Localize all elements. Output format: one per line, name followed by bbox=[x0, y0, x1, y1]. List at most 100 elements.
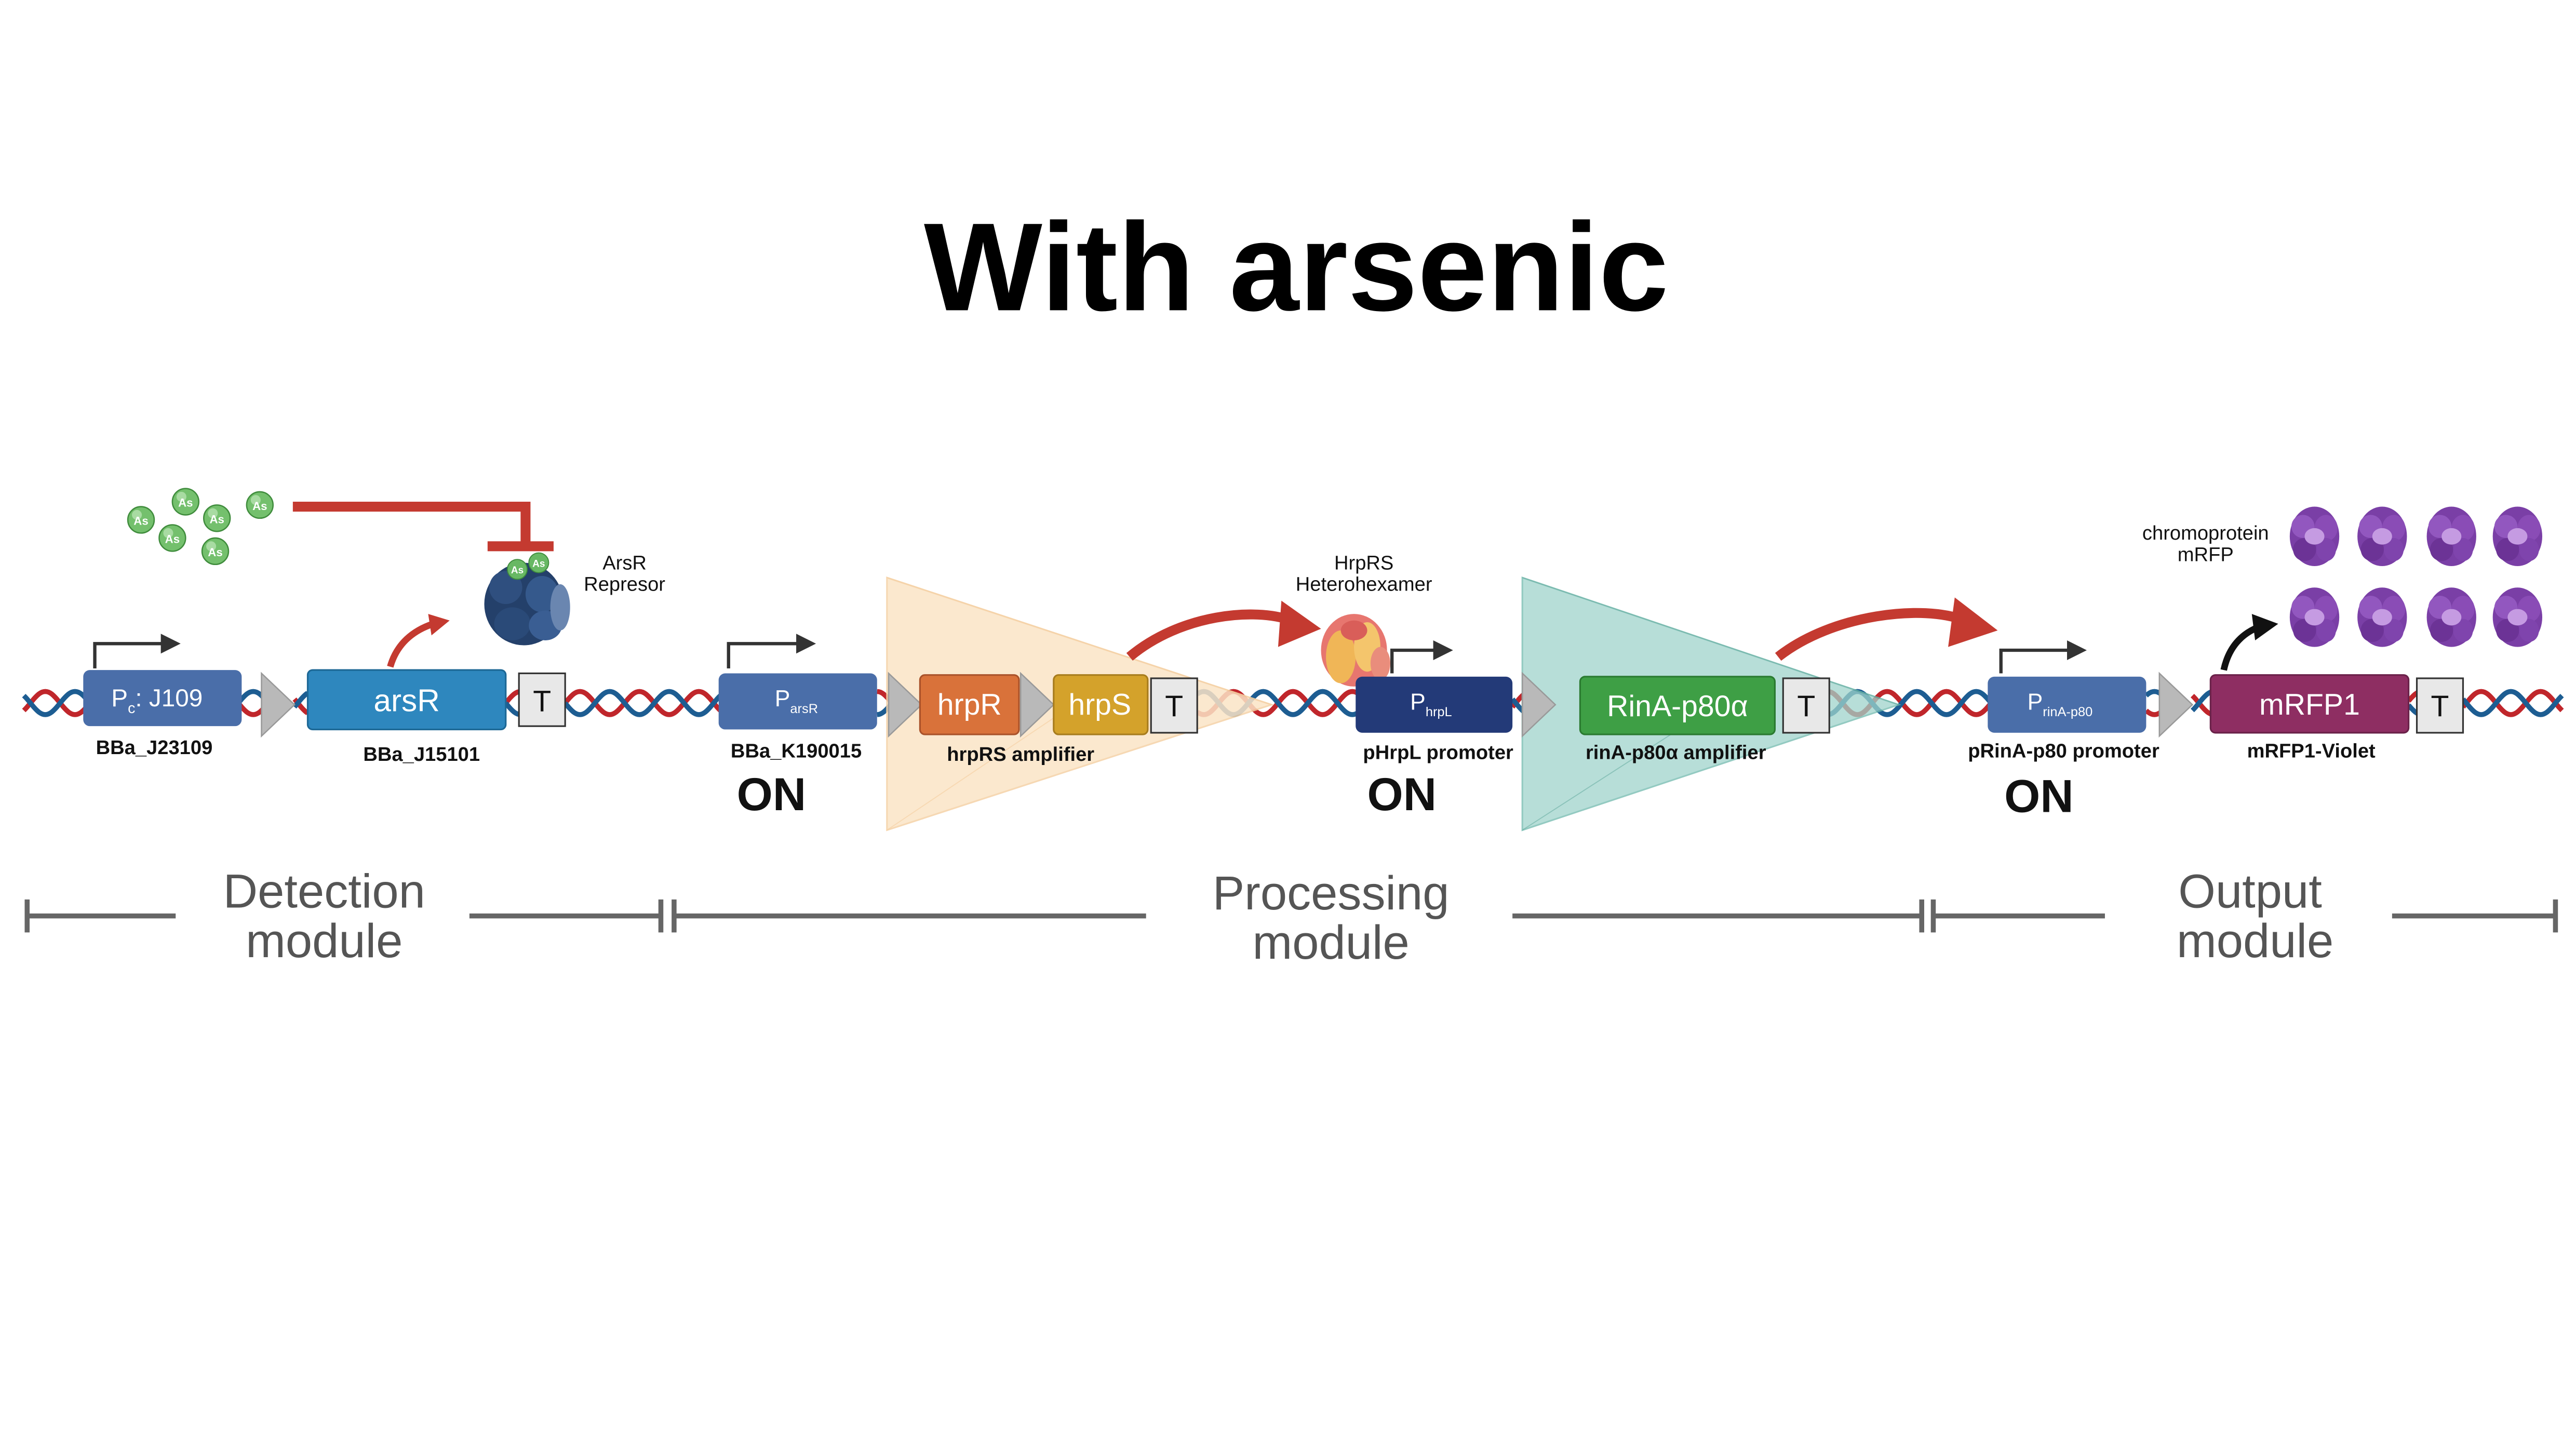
svg-text:ParsR: ParsR bbox=[775, 686, 818, 716]
hrpR-gene: hrpR bbox=[919, 674, 1020, 735]
svg-text:PhrpL: PhrpL bbox=[1410, 689, 1452, 719]
phrpL-caption: pHrpL promoter bbox=[1363, 742, 1513, 764]
arsenic-ion-icon: As bbox=[158, 524, 186, 552]
arsR-repressor-protein: As As bbox=[484, 552, 570, 646]
svg-text:As: As bbox=[133, 515, 148, 528]
mrfp1-caption: mRFP1-Violet bbox=[2247, 740, 2376, 762]
dna-strand bbox=[2461, 689, 2564, 717]
dna-strand bbox=[2190, 689, 2213, 713]
hexamer-label-line1: HrpRS bbox=[1334, 552, 1393, 574]
promoter-arrow-icon bbox=[1999, 640, 2087, 674]
rbs-icon bbox=[261, 672, 296, 738]
hrprs-amplifier-caption: hrpRS amplifier bbox=[947, 743, 1094, 766]
mrfp1-gene: mRFP1 bbox=[2209, 674, 2410, 734]
rbs-icon bbox=[888, 672, 923, 738]
terminator-3: T bbox=[1782, 677, 1830, 734]
dna-strand bbox=[2190, 694, 2213, 717]
hrpS-gene: hrpS bbox=[1053, 674, 1149, 735]
svg-text:RinA-p80α: RinA-p80α bbox=[1607, 690, 1748, 723]
svg-text:hrpR: hrpR bbox=[937, 688, 1002, 721]
phrpL-promoter: PhrpL bbox=[1356, 640, 1513, 733]
dna-strand bbox=[563, 689, 722, 717]
svg-text:As: As bbox=[252, 500, 267, 513]
chromoprotein-icon bbox=[2289, 506, 2340, 566]
parsR-on-label: ON bbox=[737, 768, 806, 820]
hrprs-heterohexamer-protein bbox=[1321, 614, 1391, 687]
arsenic-ion-icon: As bbox=[203, 504, 231, 532]
arsenic-ion-icon: As bbox=[246, 491, 274, 519]
svg-text:arsR: arsR bbox=[373, 683, 439, 718]
arsenic-ions: As As As As As As bbox=[127, 488, 274, 566]
arsenic-ion-icon: As bbox=[201, 537, 230, 566]
promoter-arrow-icon bbox=[1390, 640, 1453, 674]
arsenic-ion-icon: As bbox=[171, 488, 200, 516]
svg-text:mRFP1: mRFP1 bbox=[2259, 688, 2360, 721]
rbs-icon bbox=[1521, 672, 1557, 738]
module-brackets bbox=[24, 899, 2558, 933]
arsR-label-line2: Represor bbox=[584, 573, 665, 596]
rbs-icon bbox=[2158, 672, 2194, 738]
pc-promoter: Pc: J109 bbox=[83, 634, 242, 727]
terminator-1: T bbox=[518, 672, 566, 727]
promoter-arrow-icon bbox=[727, 634, 816, 668]
arsenic-ion-icon: As bbox=[127, 506, 155, 534]
arsR-gene: arsR bbox=[306, 669, 507, 731]
chromoprotein-cluster bbox=[2289, 506, 2543, 647]
rbs-markers bbox=[261, 672, 2194, 738]
svg-text:Pc: J109: Pc: J109 bbox=[111, 685, 203, 717]
detection-module-label-line1: Detection bbox=[223, 865, 425, 918]
processing-module-label-line1: Processing bbox=[1213, 866, 1450, 920]
mrfp1-expression-arrow bbox=[2220, 624, 2260, 671]
detection-module-label-line2: module bbox=[246, 914, 403, 968]
rinA-gene: RinA-p80α bbox=[1579, 676, 1776, 735]
processing-module-label-line2: module bbox=[1253, 916, 1410, 969]
parsR-caption: BBa_K190015 bbox=[731, 740, 862, 762]
promoter-arrow-icon bbox=[93, 634, 181, 668]
dna-strand bbox=[504, 689, 520, 705]
output-module-label-line2: module bbox=[2177, 914, 2333, 968]
chromoprotein-icon bbox=[2426, 506, 2476, 566]
chromoprotein-icon bbox=[2357, 587, 2407, 647]
rinA-expression-arrow bbox=[1775, 608, 1967, 661]
parsR-promoter: ParsR bbox=[718, 634, 877, 730]
dna-strand bbox=[563, 689, 722, 717]
svg-text:As: As bbox=[165, 532, 180, 545]
chromoprotein-icon bbox=[2492, 506, 2543, 566]
svg-text:As: As bbox=[511, 565, 524, 576]
chromoprotein-icon bbox=[2492, 587, 2543, 647]
arsR-label-line1: ArsR bbox=[602, 552, 647, 574]
svg-text:T: T bbox=[1797, 690, 1815, 723]
svg-text:PrinA-p80: PrinA-p80 bbox=[2028, 689, 2093, 719]
chromoprotein-icon bbox=[2289, 587, 2340, 647]
svg-text:T: T bbox=[533, 685, 551, 718]
prinA-caption: pRinA-p80 promoter bbox=[1968, 740, 2159, 762]
svg-text:T: T bbox=[1165, 690, 1183, 723]
chromoprotein-icon bbox=[2357, 506, 2407, 566]
page-title: With arsenic bbox=[924, 197, 1669, 337]
phrpL-on-label: ON bbox=[1367, 768, 1437, 820]
chromoprotein-label-line2: mRFP bbox=[2178, 543, 2234, 566]
prinA-on-label: ON bbox=[2004, 770, 2073, 822]
chromoprotein-icon bbox=[2426, 587, 2476, 647]
svg-text:As: As bbox=[178, 497, 193, 509]
svg-text:T: T bbox=[2431, 690, 2449, 723]
chromoprotein-label-line1: chromoprotein bbox=[2142, 522, 2269, 544]
inhibition-line bbox=[292, 502, 531, 545]
dna-strand bbox=[2461, 689, 2564, 717]
svg-text:As: As bbox=[208, 546, 222, 559]
svg-text:hrpS: hrpS bbox=[1068, 688, 1131, 721]
terminator-2: T bbox=[1150, 677, 1198, 734]
terminator-4: T bbox=[2416, 677, 2464, 734]
svg-text:As: As bbox=[209, 513, 224, 526]
arsR-expression-arrow bbox=[387, 621, 435, 668]
hrprs-expression-arrow bbox=[1126, 609, 1293, 661]
rbs-icon bbox=[1019, 672, 1055, 738]
prinA-promoter: PrinA-p80 bbox=[1988, 640, 2146, 733]
dna-strand bbox=[504, 701, 520, 717]
arsR-caption: BBa_J15101 bbox=[363, 743, 480, 766]
svg-text:As: As bbox=[532, 559, 545, 570]
dna-strand bbox=[292, 691, 310, 709]
pc-caption: BBa_J23109 bbox=[96, 736, 213, 759]
output-module-label-line1: Output bbox=[2178, 865, 2322, 918]
